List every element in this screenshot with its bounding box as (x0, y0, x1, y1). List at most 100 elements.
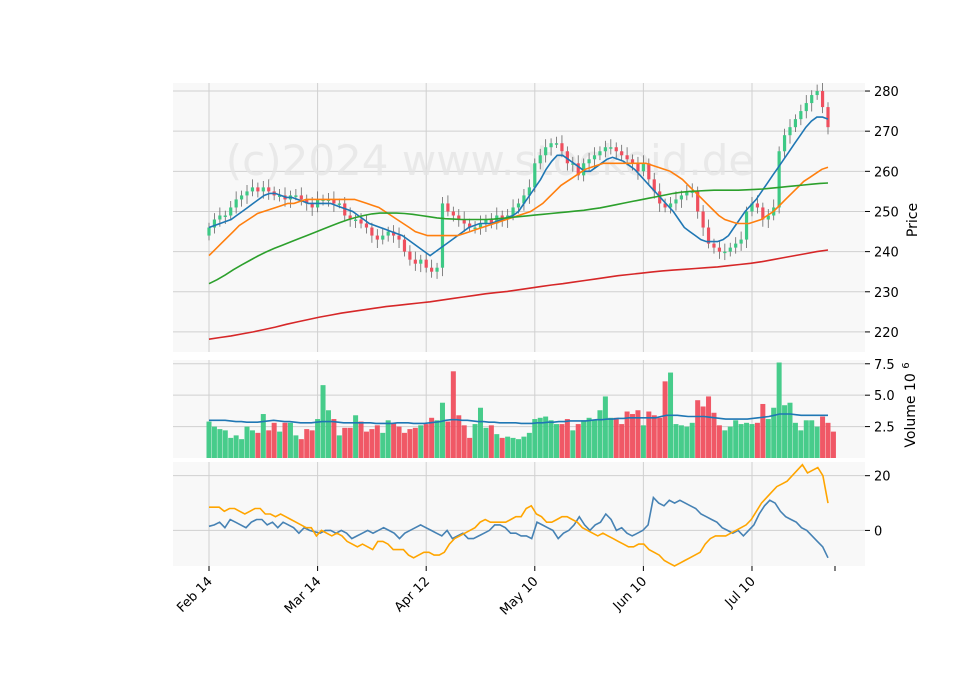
oscillator-line (208, 495, 829, 559)
candle-body (728, 247, 732, 252)
volume-bar (613, 417, 619, 458)
candle-body (668, 203, 673, 208)
volume-bar (803, 420, 809, 458)
volume-bar (293, 435, 299, 458)
volume-bar (423, 424, 429, 458)
moving-average-line (208, 249, 829, 340)
price-tick-label: 220 (874, 326, 899, 341)
candle-body (598, 151, 602, 156)
candle-body (565, 151, 569, 164)
volume-bar (809, 420, 815, 458)
candle-body (478, 223, 483, 228)
candle-body (793, 119, 798, 128)
candle-body (511, 207, 515, 216)
volume-bar (396, 426, 402, 458)
volume-axis-label-text: Volume 10 (903, 373, 919, 447)
volume-bar (211, 426, 217, 458)
candle-body (652, 179, 656, 192)
volume-bar (630, 414, 636, 458)
volume-bar (646, 411, 652, 458)
volume-bar (353, 415, 359, 458)
volume-bar (374, 425, 380, 458)
volume-bar (429, 417, 435, 458)
volume-bar (716, 425, 722, 458)
candle-body (234, 199, 238, 208)
volume-tick-label: 5.0 (874, 389, 895, 404)
candle-body (364, 223, 369, 228)
volume-bar (619, 424, 625, 458)
volume-bar (244, 426, 250, 458)
candle-body (261, 187, 265, 192)
volume-average-line (209, 413, 828, 425)
candle-body (305, 199, 309, 204)
volume-bar (635, 410, 641, 458)
candle-body (527, 187, 531, 196)
volume-bar (206, 421, 212, 458)
candle-body (734, 243, 738, 248)
volume-bar (727, 426, 733, 458)
oscillator-panel (173, 462, 865, 566)
x-tick-label: Apr 12 (392, 574, 433, 615)
volume-bar (287, 422, 293, 458)
volume-bar (532, 419, 538, 458)
candle-body (473, 227, 477, 230)
candle-body (413, 259, 417, 264)
candle-body (810, 95, 814, 104)
volume-bar (249, 430, 255, 458)
candle-body (544, 147, 548, 156)
candle-body (820, 91, 825, 108)
volume-bar (706, 396, 712, 458)
moving-average-line (208, 162, 829, 257)
volume-bar (304, 429, 310, 458)
volume-bar (407, 429, 413, 458)
volume-bar (472, 424, 478, 458)
candle-body (218, 215, 222, 220)
candle-body (685, 191, 689, 196)
candle-body (533, 163, 537, 188)
volume-bar (689, 422, 695, 458)
candle-body (690, 191, 694, 193)
volume-bar (657, 417, 663, 458)
volume-bar (342, 427, 348, 458)
chart-marks (206, 83, 836, 567)
candle-body (717, 247, 722, 252)
volume-bar (315, 419, 321, 458)
candle-body (620, 151, 624, 156)
volume-bar (401, 432, 407, 458)
candle-body (446, 203, 450, 212)
candle-body (538, 155, 542, 164)
price-tick-label: 280 (874, 85, 899, 100)
candle-body (777, 151, 781, 208)
volume-bar (537, 417, 543, 458)
price-tick-label: 260 (874, 165, 899, 180)
candle-body (354, 219, 358, 222)
candle-body (641, 163, 645, 172)
volume-bar (445, 421, 451, 458)
candle-body (484, 219, 488, 224)
volume-bar (217, 429, 223, 458)
candle-body (587, 159, 591, 164)
x-tick-label: Jul 10 (722, 574, 759, 611)
volume-bar (347, 427, 353, 458)
candle-body (370, 227, 374, 236)
volume-bar (277, 431, 283, 458)
volume-bar (505, 436, 511, 458)
volume-bar (624, 411, 630, 458)
volume-bar (336, 435, 342, 458)
candle-body (250, 187, 255, 192)
candle-body (696, 191, 700, 212)
candle-body (435, 267, 439, 272)
volume-bar (695, 400, 701, 458)
candle-body (267, 187, 271, 192)
candle-body (430, 267, 434, 272)
candle-body (277, 195, 282, 197)
volume-bar (744, 422, 750, 458)
volume-bar (467, 437, 473, 458)
volume-bar (678, 425, 684, 458)
candle-body (815, 91, 819, 96)
candle-body (348, 215, 352, 220)
candle-body (663, 203, 667, 208)
volume-bar (358, 421, 364, 458)
candle-body (223, 215, 227, 217)
volume-bar (738, 424, 744, 458)
